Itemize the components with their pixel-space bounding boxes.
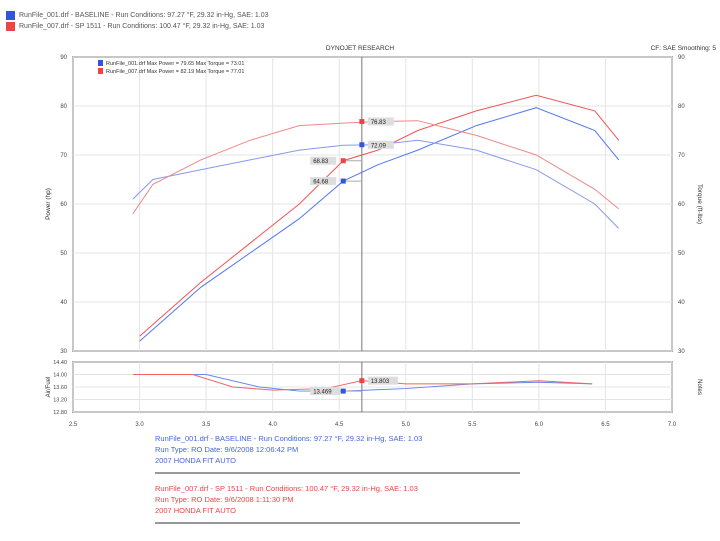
y-tick-left: 40 <box>60 300 67 306</box>
x-tick: 5.5 <box>468 422 477 428</box>
marker-label-bg <box>310 387 341 396</box>
y-tick-lower: 14.40 <box>53 360 67 366</box>
x-tick: 7.0 <box>668 422 677 428</box>
x-tick: 5.0 <box>402 422 411 428</box>
marker-label-bg <box>367 376 398 385</box>
legend-item: RunFile_007.drf - SP 1511 - Run Conditio… <box>6 21 269 32</box>
y-tick-lower: 13.60 <box>53 385 67 391</box>
series-red-power <box>139 94 620 337</box>
marker-label: 13.803 <box>371 379 390 385</box>
y-axis-label-left: Power (hp) <box>45 188 52 220</box>
notes-line: RunFile_001.drf - BASELINE - Run Conditi… <box>155 434 423 443</box>
x-tick: 6.0 <box>535 422 544 428</box>
inner-legend-label: RunFile_001.drf Max Power = 79.65 Max To… <box>106 61 244 67</box>
notes-line: RunFile_007.drf - SP 1511 - Run Conditio… <box>155 484 418 493</box>
marker-label: 72.09 <box>371 143 387 149</box>
notes-line: 2007 HONDA FIT AUTO <box>155 456 237 465</box>
inner-legend-swatch <box>98 68 103 74</box>
run-notes-baseline: RunFile_001.drf - BASELINE - Run Conditi… <box>155 433 520 474</box>
x-tick: 2.5 <box>69 422 78 428</box>
y-tick-right: 80 <box>678 104 685 110</box>
notes-line: 2007 HONDA FIT AUTO <box>155 506 237 515</box>
notes-line: Run Type: RO Date: 9/6/2008 12:06:42 PM <box>155 445 299 454</box>
inner-legend-label: RunFile_007.drf Max Power = 82.19 Max To… <box>106 69 244 75</box>
y-tick-left: 60 <box>60 202 67 208</box>
y-tick-left: 30 <box>60 349 67 355</box>
inner-legend-swatch <box>98 60 103 66</box>
y-tick-right: 60 <box>678 202 685 208</box>
y-tick-right: 90 <box>678 55 685 61</box>
x-tick: 4.5 <box>335 422 344 428</box>
marker-label-bg <box>310 156 337 165</box>
marker-label-bg <box>367 117 394 126</box>
legend-label: RunFile_001.drf - BASELINE - Run Conditi… <box>19 12 269 19</box>
series-blue-power <box>139 107 620 342</box>
data-marker <box>340 388 346 394</box>
y-tick-left: 50 <box>60 251 67 257</box>
divider <box>155 522 520 524</box>
y-tick-right: 30 <box>678 349 685 355</box>
y-tick-right: 50 <box>678 251 685 257</box>
x-tick: 4.0 <box>268 422 277 428</box>
lower-right-label: Notes <box>696 379 702 395</box>
y-tick-lower: 13.20 <box>53 398 67 404</box>
data-marker <box>359 119 365 125</box>
marker-label: 68.83 <box>313 159 329 165</box>
data-marker <box>359 142 365 148</box>
marker-label: 13.469 <box>313 390 332 396</box>
y-tick-right: 70 <box>678 153 685 159</box>
y-axis-label-right: Torque (ft-lbs) <box>696 184 703 224</box>
series-red-afr <box>132 374 593 391</box>
x-tick: 6.5 <box>601 422 610 428</box>
notes-line: Run Type: RO Date: 9/6/2008 1:11:30 PM <box>155 495 294 504</box>
chart-title: DYNOJET RESEARCH <box>326 45 394 52</box>
legend-item: RunFile_001.drf - BASELINE - Run Conditi… <box>6 10 269 21</box>
x-tick: 3.0 <box>135 422 144 428</box>
marker-label: 76.83 <box>371 120 387 126</box>
marker-label-bg <box>310 177 337 186</box>
y-tick-right: 40 <box>678 300 685 306</box>
blue-swatch <box>6 11 15 20</box>
dyno-chart: DYNOJET RESEARCH CF: SAE Smoothing: 5 30 30… <box>45 45 717 428</box>
data-marker <box>340 158 346 164</box>
run-legend: RunFile_001.drf - BASELINE - Run Conditi… <box>6 10 269 32</box>
divider <box>155 472 520 474</box>
x-tick: 3.5 <box>202 422 211 428</box>
y-tick-left: 80 <box>60 104 67 110</box>
y-tick-lower: 14.00 <box>53 373 67 379</box>
data-marker <box>359 378 365 384</box>
y-tick-left: 90 <box>60 55 67 61</box>
y-tick-lower: 12.80 <box>53 410 67 416</box>
legend-label: RunFile_007.drf - SP 1511 - Run Conditio… <box>19 23 265 30</box>
run-notes-sp1511: RunFile_007.drf - SP 1511 - Run Conditio… <box>155 483 520 524</box>
y-tick-left: 70 <box>60 153 67 159</box>
data-marker <box>340 178 346 184</box>
y-axis-label-lower: Air/Fuel <box>46 377 52 398</box>
marker-label-bg <box>367 140 394 149</box>
red-swatch <box>6 22 15 31</box>
chart-settings: CF: SAE Smoothing: 5 <box>651 45 717 52</box>
marker-label: 64.68 <box>313 180 329 186</box>
